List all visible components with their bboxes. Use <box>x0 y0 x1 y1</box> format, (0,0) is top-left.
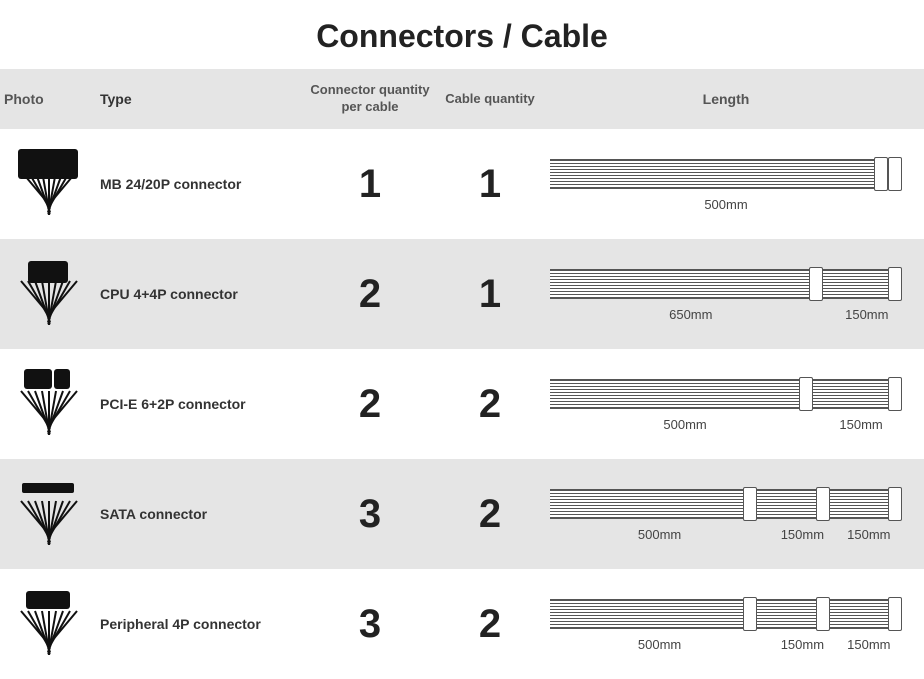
cell-cable-qty: 2 <box>440 492 540 537</box>
cable-segment <box>757 489 815 519</box>
cable-plug <box>888 267 902 301</box>
table-row: Peripheral 4P connector32500mm150mm150mm <box>0 569 924 679</box>
cell-connector-qty: 2 <box>300 382 440 427</box>
connectors-table: Photo Type Connector quantity per cable … <box>0 69 924 679</box>
cell-connector-qty: 3 <box>300 492 440 537</box>
cable-length-label: 150mm <box>769 527 835 542</box>
page-title: Connectors / Cable <box>0 0 924 69</box>
cell-length: 500mm150mm150mm <box>540 597 912 652</box>
cable-diagram <box>550 597 902 631</box>
cable-length-label: 150mm <box>836 527 902 542</box>
cell-cable-qty: 2 <box>440 602 540 647</box>
header-type: Type <box>100 91 300 107</box>
header-photo: Photo <box>0 91 100 107</box>
cable-plug <box>743 597 757 631</box>
cable-plug <box>816 487 830 521</box>
cable-segment <box>550 379 799 409</box>
cable-plug <box>888 487 902 521</box>
cell-photo <box>0 589 100 659</box>
table-row: SATA connector32500mm150mm150mm <box>0 459 924 569</box>
cable-segment <box>830 489 888 519</box>
cable-length-labels: 500mm150mm150mm <box>550 637 902 652</box>
connector-photo <box>4 589 92 659</box>
cable-diagram <box>550 377 902 411</box>
cable-length-label: 500mm <box>550 637 769 652</box>
cell-cable-qty: 1 <box>440 272 540 317</box>
cable-length-label: 500mm <box>550 417 820 432</box>
cell-length: 650mm150mm <box>540 267 912 322</box>
cell-photo <box>0 259 100 329</box>
cell-type: MB 24/20P connector <box>100 176 300 192</box>
connector-photo <box>4 259 92 329</box>
cable-plug <box>743 487 757 521</box>
cable-segment <box>813 379 888 409</box>
cable-diagram <box>550 267 902 301</box>
cable-length-label: 150mm <box>820 417 902 432</box>
cell-connector-qty: 3 <box>300 602 440 647</box>
cable-diagram <box>550 487 902 521</box>
cell-cable-qty: 1 <box>440 162 540 207</box>
cable-length-label: 150mm <box>836 637 902 652</box>
cable-segment <box>550 599 743 629</box>
header-length: Length <box>540 91 912 107</box>
cable-diagram <box>550 157 902 191</box>
cable-plug <box>874 157 888 191</box>
cell-type: SATA connector <box>100 506 300 522</box>
cable-plug <box>888 597 902 631</box>
table-row: MB 24/20P connector11500mm <box>0 129 924 239</box>
cell-photo <box>0 369 100 439</box>
cell-type: Peripheral 4P connector <box>100 616 300 632</box>
cable-segment <box>757 599 815 629</box>
cable-length-labels: 500mm <box>550 197 902 212</box>
cell-length: 500mm150mm <box>540 377 912 432</box>
cable-length-label: 500mm <box>550 527 769 542</box>
cable-segment <box>550 159 874 189</box>
table-row: CPU 4+4P connector21 650mm150mm <box>0 239 924 349</box>
cable-length-labels: 500mm150mm150mm <box>550 527 902 542</box>
cell-cable-qty: 2 <box>440 382 540 427</box>
cable-plug <box>888 377 902 411</box>
cable-length-label: 650mm <box>550 307 832 322</box>
cable-plug <box>816 597 830 631</box>
cable-length-labels: 650mm150mm <box>550 307 902 322</box>
cable-length-label: 500mm <box>550 197 902 212</box>
table-header-row: Photo Type Connector quantity per cable … <box>0 69 924 129</box>
cable-length-label: 150mm <box>769 637 835 652</box>
cable-segment <box>830 599 888 629</box>
connector-photo <box>4 479 92 549</box>
cell-length: 500mm <box>540 157 912 212</box>
cable-length-label: 150mm <box>832 307 902 322</box>
cable-segment <box>550 489 743 519</box>
header-cable-qty: Cable quantity <box>440 91 540 108</box>
cable-plug <box>799 377 813 411</box>
cell-connector-qty: 2 <box>300 272 440 317</box>
cell-type: CPU 4+4P connector <box>100 286 300 302</box>
cable-plug <box>809 267 823 301</box>
cell-photo <box>0 149 100 219</box>
cable-plug <box>888 157 902 191</box>
header-connector-qty: Connector quantity per cable <box>300 82 440 116</box>
cable-segment <box>823 269 888 299</box>
cell-length: 500mm150mm150mm <box>540 487 912 542</box>
cable-length-labels: 500mm150mm <box>550 417 902 432</box>
table-row: PCI-E 6+2P connector22500mm150mm <box>0 349 924 459</box>
cell-photo <box>0 479 100 549</box>
connector-photo <box>4 369 92 439</box>
cable-segment <box>550 269 809 299</box>
connector-photo <box>4 149 92 219</box>
cell-type: PCI-E 6+2P connector <box>100 396 300 412</box>
cell-connector-qty: 1 <box>300 162 440 207</box>
